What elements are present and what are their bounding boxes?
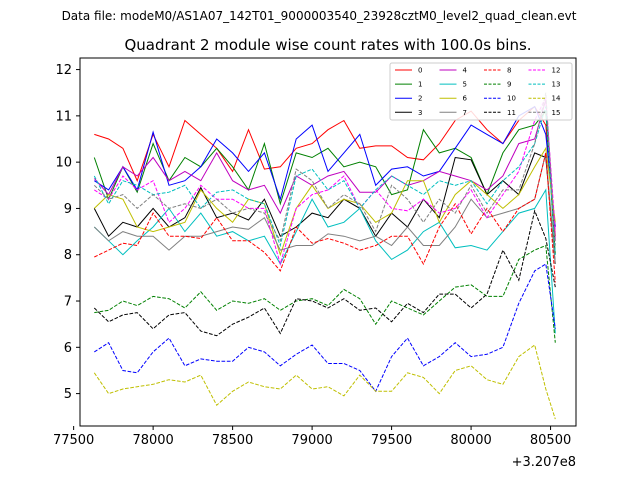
legend-label-4: 4 — [463, 67, 468, 75]
legend-label-2: 2 — [418, 95, 422, 103]
legend-label-8: 8 — [507, 67, 511, 75]
series-line-14 — [93, 344, 556, 420]
series-line-2 — [94, 105, 556, 228]
legend-label-1: 1 — [418, 81, 422, 89]
legend-label-0: 0 — [418, 67, 422, 75]
series-line-6 — [93, 146, 556, 257]
legend-label-3: 3 — [418, 109, 422, 117]
y-tick-label: 10 — [55, 156, 72, 171]
y-tick-label: 8 — [64, 248, 72, 263]
x-tick-label: 78500 — [212, 433, 253, 448]
series-line-5 — [93, 188, 556, 334]
x-tick-label: 79000 — [291, 433, 332, 448]
x-tick-label: 77500 — [53, 433, 94, 448]
legend-label-12: 12 — [552, 67, 561, 75]
x-tick-label: 79500 — [371, 433, 412, 448]
series-line-9 — [94, 244, 556, 343]
y-tick-label: 7 — [64, 295, 72, 310]
legend-label-7: 7 — [463, 109, 467, 117]
series-line-15 — [93, 92, 556, 246]
y-tick-label: 12 — [55, 63, 72, 78]
series-line-13 — [93, 106, 556, 255]
series-line-12 — [94, 95, 556, 266]
legend-label-14: 14 — [552, 95, 561, 103]
x-tick-label: 80000 — [450, 433, 491, 448]
series-line-0 — [94, 105, 556, 237]
x-tick-label: 78000 — [132, 433, 173, 448]
plot-area — [93, 92, 556, 420]
legend-frame — [389, 62, 573, 121]
series-line-4 — [93, 99, 556, 241]
legend-label-10: 10 — [507, 95, 516, 103]
chart-title: Quadrant 2 module wise count rates with … — [124, 36, 531, 54]
x-offset-label: +3.207e8 — [512, 455, 576, 470]
legend-label-5: 5 — [463, 81, 467, 89]
y-tick-label: 11 — [55, 109, 72, 124]
y-tick-label: 9 — [64, 202, 72, 217]
legend-label-15: 15 — [552, 109, 561, 117]
series-line-11 — [93, 209, 556, 337]
y-tick-label: 5 — [64, 387, 72, 402]
data-file-label: Data file: modeM0/AS1A07_142T01_90000035… — [62, 9, 577, 23]
series-line-8 — [94, 152, 556, 283]
x-tick-label: 80500 — [530, 433, 571, 448]
legend-label-6: 6 — [463, 95, 468, 103]
y-tick-label: 6 — [64, 341, 72, 356]
legend-label-9: 9 — [507, 81, 511, 89]
series-line-10 — [94, 263, 556, 393]
plot-frame — [79, 57, 577, 427]
legend-label-13: 13 — [552, 81, 561, 89]
legend-label-11: 11 — [507, 109, 516, 117]
y-axis: 5 6 7 8 9 10 11 12 — [55, 63, 80, 402]
x-axis: 77500 78000 78500 79000 79500 80000 80500 — [53, 426, 571, 448]
